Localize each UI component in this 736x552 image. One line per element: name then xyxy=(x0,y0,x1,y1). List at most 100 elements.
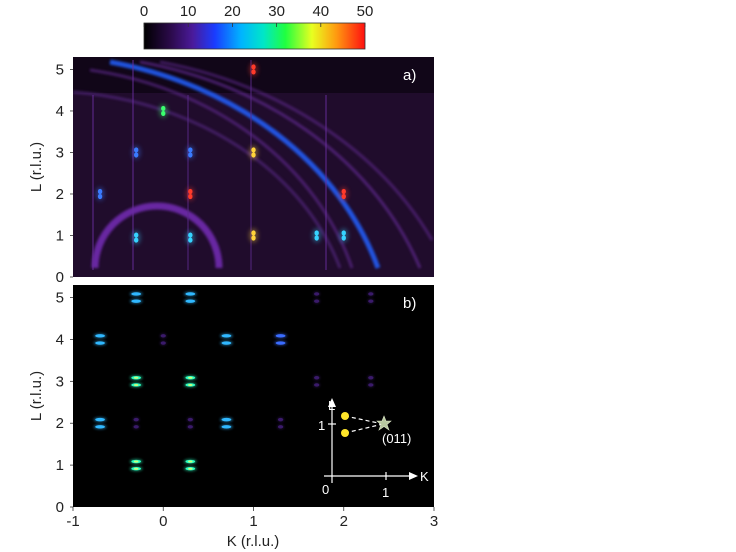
panel-b-spot-core xyxy=(188,460,193,463)
panel-b-inset: L K 0 1 1 (011) xyxy=(318,398,429,500)
panel-a-spot xyxy=(133,152,139,158)
colorbar-tick-label: 30 xyxy=(268,3,285,20)
x-tick-label: 0 xyxy=(159,513,167,530)
y-tick-label: 3 xyxy=(56,373,64,390)
panel-b-x-axis-label: K (r.l.u.) xyxy=(227,533,280,550)
panel-b-spot xyxy=(275,341,286,345)
panel-b-spot xyxy=(314,299,320,303)
panel-b-spot xyxy=(187,417,193,422)
colorbar-gradient xyxy=(143,22,366,50)
panel-b-spot xyxy=(185,292,196,296)
panel-a-spot xyxy=(251,64,256,70)
panel-a-spot xyxy=(341,193,346,200)
panel-a-spot xyxy=(341,188,346,195)
panel-a-spot xyxy=(188,147,193,153)
panel-a-spot xyxy=(161,110,166,117)
panel-b-label: b) xyxy=(403,295,416,312)
colorbar-tick-label: 0 xyxy=(140,3,148,20)
panel-b-spot xyxy=(133,417,139,422)
panel-b-spot-core xyxy=(188,467,193,470)
panel-b-y-ticks: 0 1 2 3 4 5 xyxy=(56,290,73,516)
panel-a-spot xyxy=(188,188,193,195)
inset-k-arrowhead xyxy=(409,472,418,480)
panel-b-spot xyxy=(187,425,193,429)
panel-a-spot xyxy=(314,230,319,236)
x-tick-label: 3 xyxy=(430,513,438,530)
y-tick-label: 0 xyxy=(56,269,64,286)
y-tick-label: 4 xyxy=(56,331,64,348)
inset-satellite-lower xyxy=(341,429,349,437)
panel-b-spot xyxy=(314,376,320,380)
panel-a-spot xyxy=(314,235,319,241)
panel-b-spot xyxy=(95,334,105,338)
colorbar-tick-label: 40 xyxy=(312,3,329,20)
y-tick-label: 0 xyxy=(56,499,64,516)
y-tick-label: 5 xyxy=(56,61,64,78)
panel-b-spot xyxy=(95,425,105,429)
panel-a-spot xyxy=(341,230,346,236)
panel-b-spot xyxy=(160,334,166,338)
x-tick-label: 2 xyxy=(340,513,348,530)
panel-a-label: a) xyxy=(403,67,416,84)
panel-b-spot xyxy=(95,417,105,422)
panel-a-spot xyxy=(251,235,256,241)
panel-b-spot xyxy=(368,376,374,380)
panel-b-spot xyxy=(95,341,105,345)
panel-b-spot xyxy=(131,292,142,296)
panel-b-spot-core xyxy=(133,376,139,379)
panel-b-spot xyxy=(221,341,232,345)
inset-k-label: K xyxy=(420,469,429,484)
x-tick-label: 1 xyxy=(249,513,257,530)
inset-point-label: (011) xyxy=(382,431,411,446)
panel-a-spot xyxy=(97,193,103,200)
panel-b-spots xyxy=(93,291,375,472)
panel-a-spot xyxy=(188,152,193,158)
colorbar-tick-label: 10 xyxy=(180,3,197,20)
colorbar-tick-label: 50 xyxy=(357,3,374,20)
colorbar: 0 10 20 30 40 50 xyxy=(140,3,374,50)
panel-b-spot-core xyxy=(188,383,193,386)
panel-a-spot xyxy=(188,232,193,238)
inset-bragg-star xyxy=(376,415,392,431)
panel-a-spot xyxy=(97,188,103,195)
panel-b-spot xyxy=(314,383,320,387)
panel-b-y-axis-label: L (r.l.u.) xyxy=(28,371,45,421)
panel-a-spot xyxy=(251,230,256,236)
panel-b-background xyxy=(73,285,434,507)
panel-b-spot xyxy=(368,383,374,387)
panel-a-spot xyxy=(161,105,166,112)
panel-a-y-ticks: 0 1 2 3 4 5 xyxy=(56,61,73,286)
powder-ring-1 xyxy=(73,90,342,269)
y-tick-label: 4 xyxy=(56,103,64,120)
inset-satellite-upper xyxy=(341,412,349,420)
panel-a-spot xyxy=(251,147,256,153)
panel-a-spot xyxy=(251,152,256,158)
inset-k-tick-label: 1 xyxy=(382,485,389,500)
panel-b-spot xyxy=(221,417,232,422)
panel-b-spot xyxy=(131,299,142,303)
powder-ring-3 xyxy=(109,59,381,269)
panel-b-spot xyxy=(368,299,374,303)
y-tick-label: 1 xyxy=(56,457,64,474)
panel-b-spot xyxy=(277,425,284,429)
panel-b-spot xyxy=(133,425,139,429)
powder-ring-5 xyxy=(159,60,434,241)
panel-b-x-ticks: -1 0 1 2 3 xyxy=(66,507,438,530)
panel-a-texture xyxy=(73,57,434,277)
colorbar-tick-label: 20 xyxy=(224,3,241,20)
panel-b-spot xyxy=(160,341,166,345)
panel-a-spot xyxy=(188,193,193,200)
panel-b-spot xyxy=(221,425,232,429)
panel-a-spot xyxy=(133,237,139,243)
panel-a-spot xyxy=(133,232,139,238)
panel-a-spot xyxy=(188,237,193,243)
powder-ring-4 xyxy=(139,60,422,269)
panel-a-spot xyxy=(341,235,346,241)
colorbar-ticks: 0 10 20 30 40 50 xyxy=(140,3,374,27)
panel-b-spot-core xyxy=(133,460,139,463)
panel-b-spot xyxy=(314,292,320,296)
inset-l-label: L xyxy=(328,398,335,413)
panel-b-spot-core xyxy=(133,467,139,470)
y-tick-label: 2 xyxy=(56,415,64,432)
